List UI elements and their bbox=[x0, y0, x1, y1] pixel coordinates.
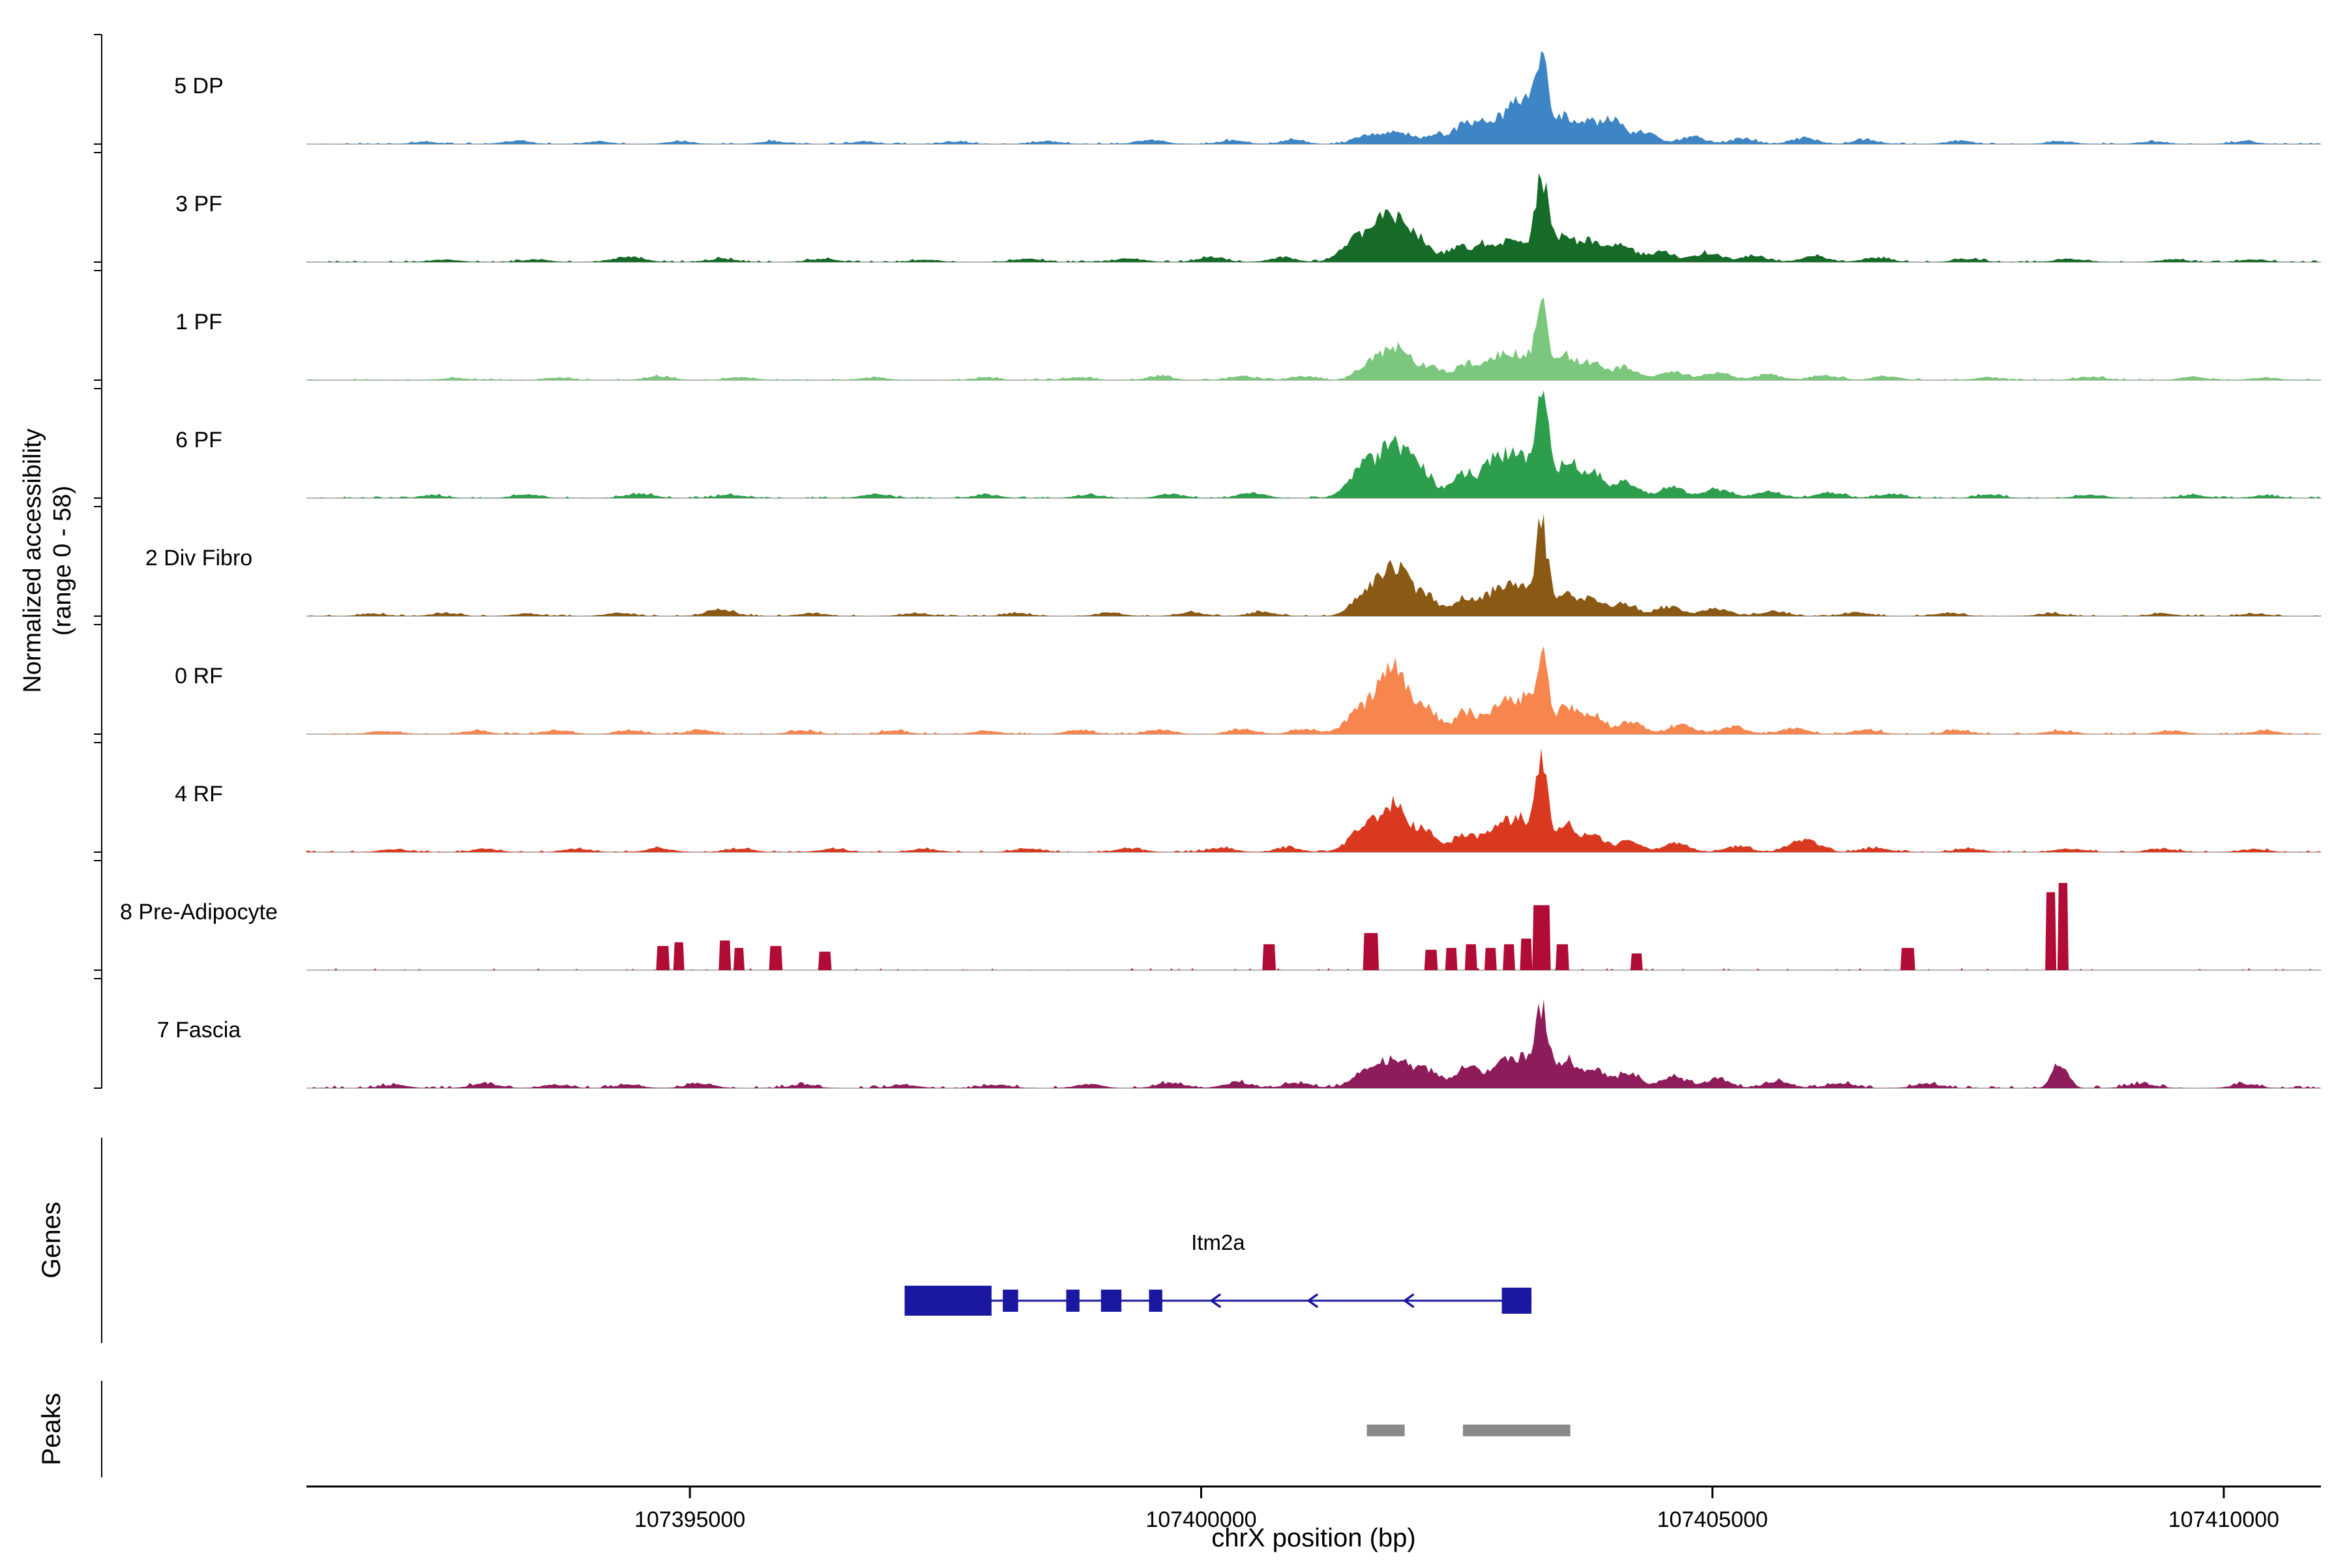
y-axis-label-line2: (range 0 - 58) bbox=[49, 486, 76, 636]
track-label-8-pre-adipocyte: 8 Pre-Adipocyte bbox=[120, 900, 278, 925]
track-signal-5-dp bbox=[306, 51, 2321, 144]
gene-direction-arrow bbox=[1209, 1293, 1222, 1309]
gene-name-label: Itm2a bbox=[1191, 1230, 1245, 1254]
gene-direction-arrow bbox=[1402, 1293, 1415, 1309]
track-signal-4-rf bbox=[306, 748, 2321, 852]
track-signal-8-pre-adipocyte bbox=[306, 883, 2321, 970]
track-signal-3-pf bbox=[306, 173, 2321, 262]
x-axis-tick-label: 107400000 bbox=[1145, 1507, 1256, 1532]
track-signal-1-pf bbox=[306, 297, 2321, 380]
track-signal-6-pf bbox=[306, 391, 2321, 498]
accessibility-tracks: 5 DP 3 PF 1 PF 6 PF 2 Div Fibro 0 RF 4 RF 8 Pre… bbox=[120, 51, 2321, 1089]
gene-exon bbox=[1501, 1288, 1532, 1314]
x-axis-title: chrX position (bp) bbox=[1211, 1524, 1415, 1552]
track-label-0-rf: 0 RF bbox=[175, 664, 223, 688]
y-axis-label-line1: Normalized accessibility bbox=[19, 428, 46, 692]
track-label-4-rf: 4 RF bbox=[175, 782, 223, 806]
track-label-5-dp: 5 DP bbox=[174, 74, 224, 98]
gene-direction-arrow bbox=[1306, 1293, 1319, 1309]
track-label-3-pf: 3 PF bbox=[175, 192, 222, 216]
track-signal-2-div-fibro bbox=[306, 514, 2321, 616]
x-axis-tick-label: 107395000 bbox=[634, 1507, 745, 1532]
track-label-2-div-fibro: 2 Div Fibro bbox=[145, 546, 252, 570]
x-axis: 107395000 107400000 107405000 107410000 bbox=[306, 1485, 2321, 1532]
genes-section-label: Genes bbox=[37, 1202, 66, 1279]
gene-exon bbox=[1003, 1290, 1018, 1312]
track-signal-0-rf bbox=[306, 646, 2321, 734]
gene-exon bbox=[1066, 1290, 1080, 1312]
track-label-1-pf: 1 PF bbox=[175, 310, 222, 334]
gene-exon bbox=[1100, 1290, 1122, 1312]
section-brackets bbox=[94, 34, 102, 1477]
peaks-section-label: Peaks bbox=[37, 1393, 66, 1465]
peaks-track bbox=[1366, 1425, 1571, 1436]
track-label-6-pf: 6 PF bbox=[175, 428, 222, 452]
x-axis-tick-label: 107410000 bbox=[2168, 1507, 2279, 1532]
gene-track: Itm2a bbox=[904, 1230, 1532, 1316]
peak-interval-bar bbox=[1366, 1425, 1405, 1436]
gene-exon bbox=[904, 1286, 992, 1316]
x-axis-tick-label: 107405000 bbox=[1657, 1507, 1768, 1532]
track-signal-7-fascia bbox=[306, 999, 2321, 1088]
track-label-7-fascia: 7 Fascia bbox=[157, 1018, 241, 1043]
peak-interval-bar bbox=[1463, 1425, 1571, 1436]
gene-exon bbox=[1149, 1290, 1162, 1312]
